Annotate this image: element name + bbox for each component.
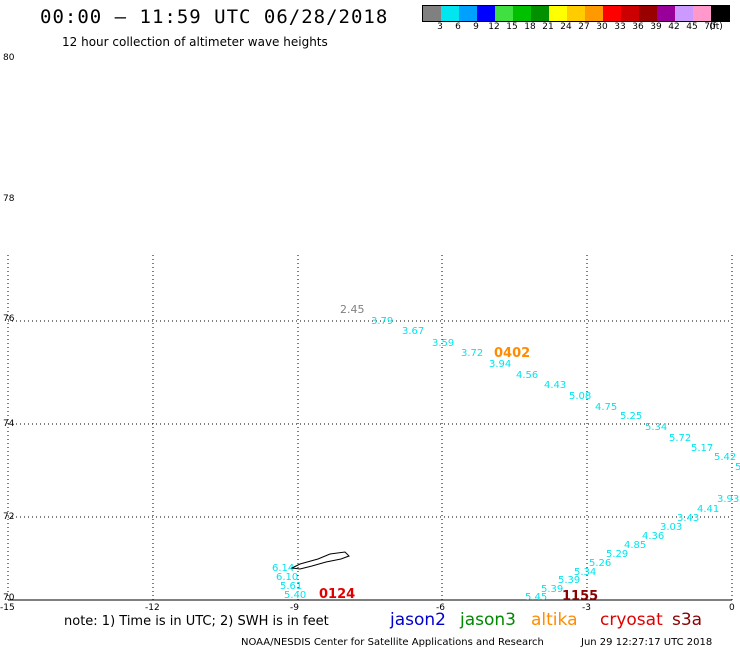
wave-height-label: 4.85 (624, 540, 646, 551)
wave-height-label: 4.56 (516, 370, 538, 381)
color-swatch (495, 6, 513, 21)
color-scale-label: 24 (560, 22, 572, 32)
wave-height-label: 3.93 (717, 494, 739, 505)
color-scale-label: 18 (524, 22, 536, 32)
wave-height-label: 5.40 (284, 590, 306, 601)
wave-height-label: 5.26 (589, 558, 611, 569)
longitude-label: -12 (145, 603, 160, 613)
wave-height-label: 5.45 (525, 592, 547, 603)
color-swatch (549, 6, 567, 21)
longitude-label: -9 (290, 603, 299, 613)
wave-height-label: 5.17 (691, 443, 713, 454)
wave-height-label: 3.79 (371, 316, 393, 327)
color-scale-label: 3 (437, 22, 443, 32)
color-swatch (459, 6, 477, 21)
latitude-label: 80 (3, 53, 15, 63)
wave-height-label: 3.67 (402, 326, 424, 337)
wave-height-label: 4.75 (595, 402, 617, 413)
footer-timestamp: Jun 29 12:27:17 UTC 2018 (580, 637, 712, 648)
page-title: 00:00 – 11:59 UTC 06/28/2018 (40, 6, 389, 28)
wave-height-label: 4.43 (544, 380, 566, 391)
latitude-label: 78 (3, 194, 15, 204)
latitude-label: 74 (3, 419, 15, 429)
color-scale-label: 27 (578, 22, 590, 32)
color-scale-label: 36 (632, 22, 644, 32)
color-swatch (585, 6, 603, 21)
color-scale-label: 15 (506, 22, 518, 32)
color-swatch (711, 6, 729, 21)
longitude-label: 0 (729, 603, 735, 613)
wave-height-label: 4.36 (642, 531, 664, 542)
latitude-label: 70 (3, 593, 15, 603)
wave-height-label: 5.08 (569, 391, 591, 402)
wave-height-label: 2.45 (340, 303, 365, 316)
footer-credit: NOAA/NESDIS Center for Satellite Applica… (241, 637, 544, 648)
color-swatch (657, 6, 675, 21)
longitude-label: -6 (436, 603, 445, 613)
color-swatch (531, 6, 549, 21)
latitude-label: 72 (3, 512, 14, 522)
wave-height-label: 5.25 (620, 411, 642, 422)
color-swatch (639, 6, 657, 21)
wave-height-label: 5.39 (541, 584, 563, 595)
color-swatch (621, 6, 639, 21)
wave-height-label: 5.34 (574, 567, 596, 578)
wave-height-label: 5.29 (606, 549, 628, 560)
note-text: note: 1) Time is in UTC; 2) SWH is in fe… (64, 614, 329, 629)
color-swatch (513, 6, 531, 21)
wave-height-label: 3.03 (660, 522, 682, 533)
pass-time-label: 0124 (319, 587, 355, 602)
wave-height-label: 3.94 (489, 359, 511, 370)
wave-height-label: 5.39 (558, 575, 580, 586)
color-scale-label: 30 (596, 22, 608, 32)
color-scale-label: 33 (614, 22, 626, 32)
color-scale-label: (ft) (709, 22, 723, 32)
wave-height-label: 6.10 (276, 572, 298, 583)
island-outline (290, 551, 350, 570)
pass-time-label: 0402 (494, 346, 530, 361)
color-scale-label: 21 (542, 22, 554, 32)
page-subtitle: 12 hour collection of altimeter wave hei… (62, 35, 328, 49)
wave-height-label: 3.43 (677, 513, 699, 524)
latitude-label: 76 (3, 314, 15, 324)
color-scale-bar (422, 5, 730, 22)
wave-height-label: 3.59 (432, 338, 454, 349)
legend-jason2: jason2 (389, 610, 446, 630)
pass-time-label: 1155 (562, 589, 598, 604)
color-scale-label: 70 (704, 22, 716, 32)
wave-height-label: 4.41 (697, 504, 719, 515)
color-swatch (441, 6, 459, 21)
color-swatch (477, 6, 495, 21)
color-swatch (603, 6, 621, 21)
color-swatch (567, 6, 585, 21)
legend-s3a: s3a (672, 610, 702, 630)
color-scale-label: 9 (473, 22, 479, 32)
legend-cryosat: cryosat (600, 610, 663, 630)
wave-height-label: 5 (735, 462, 740, 473)
wave-height-label: 5.42 (714, 452, 736, 463)
legend-jason3: jason3 (459, 610, 516, 630)
color-swatch (693, 6, 711, 21)
color-scale-label: 6 (455, 22, 461, 32)
color-scale-label: 42 (668, 22, 680, 32)
longitude-label: -3 (582, 603, 591, 613)
wave-height-label: 5.61 (280, 581, 302, 592)
color-scale-label: 12 (488, 22, 500, 32)
wave-height-label: 5.34 (645, 422, 667, 433)
color-scale-label: 39 (650, 22, 662, 32)
legend-altika: altika (531, 610, 578, 630)
color-scale-label: 45 (686, 22, 698, 32)
wave-height-label: 5.72 (669, 433, 691, 444)
wave-height-label: 3.72 (461, 348, 483, 359)
longitude-label: -15 (0, 603, 15, 613)
color-swatch (423, 6, 441, 21)
wave-height-label: 6.14 (272, 563, 294, 574)
color-swatch (675, 6, 693, 21)
